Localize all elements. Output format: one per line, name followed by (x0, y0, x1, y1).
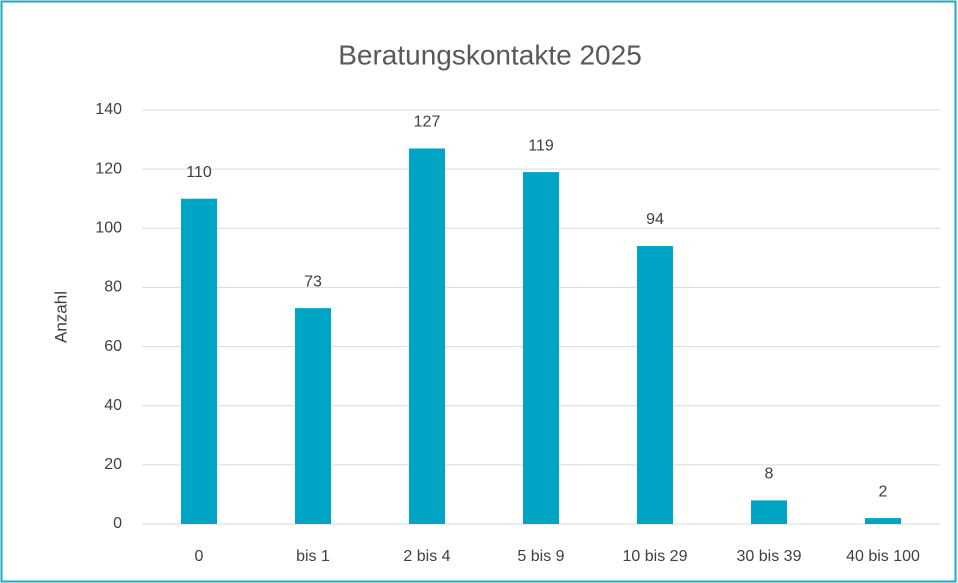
y-axis-label: Anzahl (51, 291, 70, 343)
x-tick-label: 5 bis 9 (517, 548, 564, 565)
chart-title: Beratungskontakte 2025 (338, 39, 642, 70)
x-tick-label: 10 bis 29 (623, 548, 688, 565)
bar (637, 246, 673, 524)
data-label: 2 (879, 483, 888, 500)
x-tick-label: bis 1 (296, 548, 330, 565)
x-tick-label: 30 bis 39 (737, 548, 802, 565)
y-tick-label: 40 (104, 397, 122, 414)
data-label: 8 (765, 466, 774, 483)
x-tick-label: 2 bis 4 (403, 548, 450, 565)
bar (409, 148, 445, 524)
data-label: 119 (528, 137, 554, 154)
y-tick-label: 140 (95, 101, 122, 118)
data-label: 127 (414, 114, 441, 131)
bar (295, 308, 331, 524)
data-label: 94 (646, 211, 664, 228)
x-tick-label: 40 bis 100 (846, 548, 920, 565)
y-tick-label: 100 (95, 220, 122, 237)
y-tick-label: 120 (95, 160, 122, 177)
bar (865, 518, 901, 524)
y-tick-label: 80 (104, 279, 122, 296)
y-tick-label: 60 (104, 338, 122, 355)
y-tick-label: 0 (113, 515, 122, 532)
x-tick-label: 0 (195, 548, 204, 565)
y-tick-label: 20 (104, 456, 122, 473)
bar (181, 198, 217, 524)
bar (523, 172, 559, 524)
bar (751, 500, 787, 524)
data-label: 73 (304, 273, 322, 290)
data-label: 110 (186, 164, 212, 181)
